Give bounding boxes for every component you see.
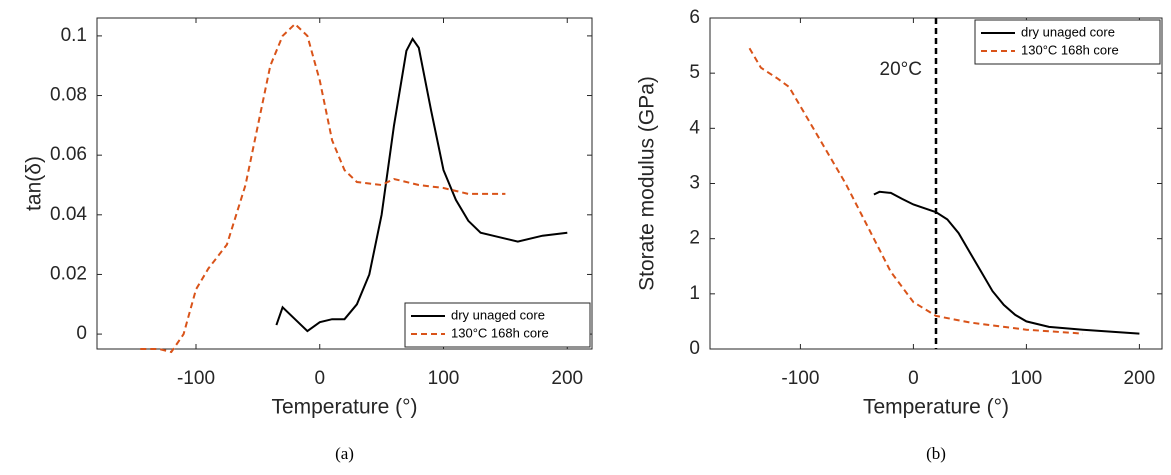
x-axis-label: Temperature (°)	[271, 396, 417, 419]
series-line	[748, 47, 1083, 335]
y-tick-label: 6	[689, 7, 700, 28]
series-line	[873, 190, 1140, 335]
x-axis-label: Temperature (°)	[863, 396, 1009, 419]
x-tick-label: 0	[314, 368, 325, 389]
legend-box	[404, 302, 591, 348]
y-tick-label: 0.04	[50, 204, 87, 225]
series-line	[275, 36, 568, 333]
annotation: 20°C	[880, 59, 922, 80]
x-tick-label: -100	[177, 368, 215, 389]
y-axis-label: Storate modulus (GPa)	[636, 76, 659, 291]
y-tick-label: 0.02	[50, 263, 87, 284]
y-tick-label: 3	[689, 173, 700, 194]
x-tick-label: 100	[428, 368, 460, 389]
legend-label: dry unaged core	[1021, 24, 1115, 39]
legend-label: 130°C 168h core	[1021, 42, 1119, 57]
y-tick-label: 0.06	[50, 144, 87, 165]
caption: (a)	[335, 444, 354, 463]
y-tick-label: 0	[689, 338, 700, 359]
y-tick-label: 0.08	[50, 85, 87, 106]
x-tick-label: 0	[908, 368, 919, 389]
y-tick-label: 1	[689, 283, 700, 304]
caption: (b)	[926, 444, 946, 463]
y-tick-label: 0	[76, 323, 87, 344]
series-line	[140, 22, 506, 354]
x-tick-label: 200	[1124, 368, 1156, 389]
y-axis-label: tan(δ)	[23, 156, 46, 211]
y-tick-label: 5	[689, 62, 700, 83]
legend-label: dry unaged core	[451, 307, 545, 322]
panel: -100 0 100 200 0 0.02 0.04 0.06 0.08 0.1 Temperatu…	[23, 17, 593, 463]
legend-box	[974, 19, 1161, 65]
y-tick-label: 0.1	[61, 25, 87, 46]
panel: -100 0 100 200 0 1 2 3 4 5 6 Temperature (°) Storate…	[636, 7, 1163, 463]
y-tick-label: 2	[689, 228, 700, 249]
plot-area	[96, 17, 593, 350]
x-tick-label: -100	[781, 368, 819, 389]
x-tick-label: 100	[1011, 368, 1043, 389]
x-tick-label: 200	[551, 368, 583, 389]
y-tick-label: 4	[689, 117, 700, 138]
legend-label: 130°C 168h core	[451, 325, 549, 340]
